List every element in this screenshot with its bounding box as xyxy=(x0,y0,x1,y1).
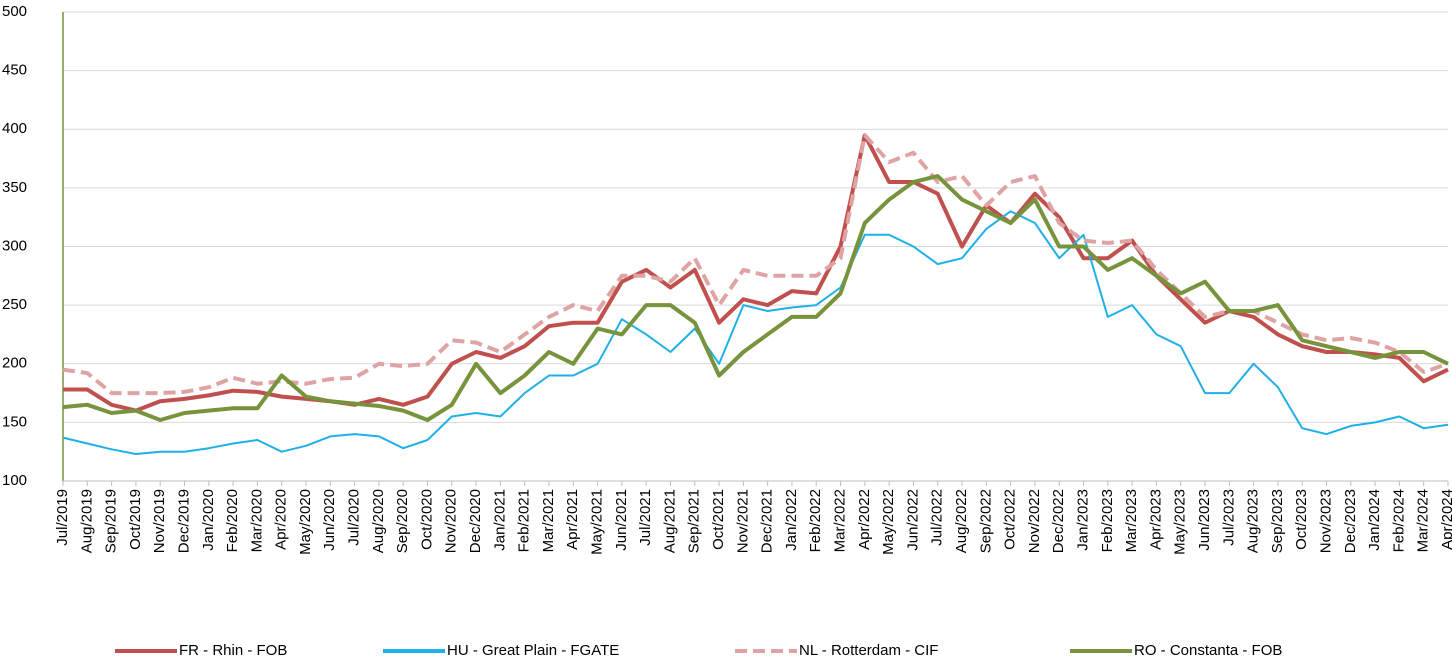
x-tick-label: Jul/2019 xyxy=(54,489,71,546)
x-tick-label: May/2020 xyxy=(297,489,314,555)
x-tick-label: Nov/2019 xyxy=(151,489,168,553)
x-tick-label: Jul/2022 xyxy=(929,489,946,546)
x-tick-label: Mar/2020 xyxy=(248,489,265,552)
x-tick-label: Jun/2022 xyxy=(904,489,921,551)
x-tick-label: May/2021 xyxy=(589,489,606,555)
legend-label: NL - Rotterdam - CIF xyxy=(799,642,938,659)
series-line xyxy=(62,210,1449,455)
x-tick-label: Mar/2022 xyxy=(832,489,849,552)
x-tick-label: Mar/2024 xyxy=(1415,489,1432,552)
x-tick-label: Sep/2023 xyxy=(1269,489,1286,553)
x-tick-label: Aug/2023 xyxy=(1245,489,1262,553)
y-tick-label: 300 xyxy=(2,237,27,254)
x-tick-label: Jan/2023 xyxy=(1074,489,1091,551)
x-tick-label: Nov/2020 xyxy=(443,489,460,553)
x-tick-label: Aug/2022 xyxy=(953,489,970,553)
series-line xyxy=(62,174,1449,422)
legend-label: FR - Rhin - FOB xyxy=(179,642,287,659)
x-tick-label: Feb/2023 xyxy=(1099,489,1116,552)
x-tick-label: Oct/2020 xyxy=(418,489,435,550)
x-tick-label: Oct/2023 xyxy=(1293,489,1310,550)
x-tick-label: Feb/2021 xyxy=(516,489,533,552)
x-tick-label: Jul/2020 xyxy=(346,489,363,546)
x-tick-label: Aug/2021 xyxy=(661,489,678,553)
x-tick-label: Dec/2019 xyxy=(175,489,192,553)
x-tick-label: Oct/2021 xyxy=(710,489,727,550)
x-tick-label: Sep/2019 xyxy=(103,489,120,553)
y-tick-label: 100 xyxy=(2,472,27,489)
y-tick-label: 500 xyxy=(2,3,27,20)
y-tick-label: 250 xyxy=(2,296,27,313)
y-tick-label: 350 xyxy=(2,179,27,196)
x-tick-label: Nov/2022 xyxy=(1026,489,1043,553)
x-tick-label: Mar/2021 xyxy=(540,489,557,552)
legend-label: RO - Constanta - FOB xyxy=(1134,642,1282,659)
x-tick-label: Feb/2022 xyxy=(807,489,824,552)
x-tick-label: Apr/2020 xyxy=(273,489,290,550)
x-tick-label: Mar/2023 xyxy=(1123,489,1140,552)
x-tick-label: Sep/2021 xyxy=(686,489,703,553)
x-tick-label: Feb/2020 xyxy=(224,489,241,552)
x-tick-label: Jan/2020 xyxy=(200,489,217,551)
x-tick-label: Dec/2022 xyxy=(1050,489,1067,553)
x-tick-label: May/2023 xyxy=(1172,489,1189,555)
x-tick-label: Nov/2023 xyxy=(1317,489,1334,553)
x-tick-label: Jun/2023 xyxy=(1196,489,1213,551)
x-tick-label: Apr/2024 xyxy=(1439,489,1452,550)
y-tick-label: 400 xyxy=(2,120,27,137)
x-tick-label: Jun/2020 xyxy=(321,489,338,551)
x-tick-label: Dec/2021 xyxy=(759,489,776,553)
x-tick-label: Jun/2021 xyxy=(613,489,630,551)
x-tick-label: Apr/2022 xyxy=(856,489,873,550)
x-tick-label: Dec/2020 xyxy=(467,489,484,553)
x-tick-label: Jan/2024 xyxy=(1366,489,1383,551)
y-tick-label: 200 xyxy=(2,355,27,372)
x-tick-label: Jul/2023 xyxy=(1220,489,1237,546)
y-tick-label: 450 xyxy=(2,62,27,79)
x-tick-label: Apr/2021 xyxy=(564,489,581,550)
x-tick-label: Nov/2021 xyxy=(734,489,751,553)
x-tick-label: Sep/2022 xyxy=(977,489,994,553)
x-tick-label: Jan/2021 xyxy=(491,489,508,551)
x-tick-label: Jan/2022 xyxy=(783,489,800,551)
x-tick-label: Oct/2022 xyxy=(1002,489,1019,550)
x-tick-label: Jul/2021 xyxy=(637,489,654,546)
series-line xyxy=(62,133,1449,396)
x-tick-label: May/2022 xyxy=(880,489,897,555)
x-tick-label: Sep/2020 xyxy=(394,489,411,553)
x-tick-label: Apr/2023 xyxy=(1147,489,1164,550)
series-line xyxy=(63,133,1449,413)
x-tick-label: Dec/2023 xyxy=(1342,489,1359,553)
legend-label: HU - Great Plain - FGATE xyxy=(447,642,619,659)
x-tick-label: Oct/2019 xyxy=(127,489,144,550)
x-tick-label: Feb/2024 xyxy=(1390,489,1407,552)
x-tick-label: Aug/2019 xyxy=(78,489,95,553)
y-tick-label: 150 xyxy=(2,413,27,430)
x-tick-label: Aug/2020 xyxy=(370,489,387,553)
